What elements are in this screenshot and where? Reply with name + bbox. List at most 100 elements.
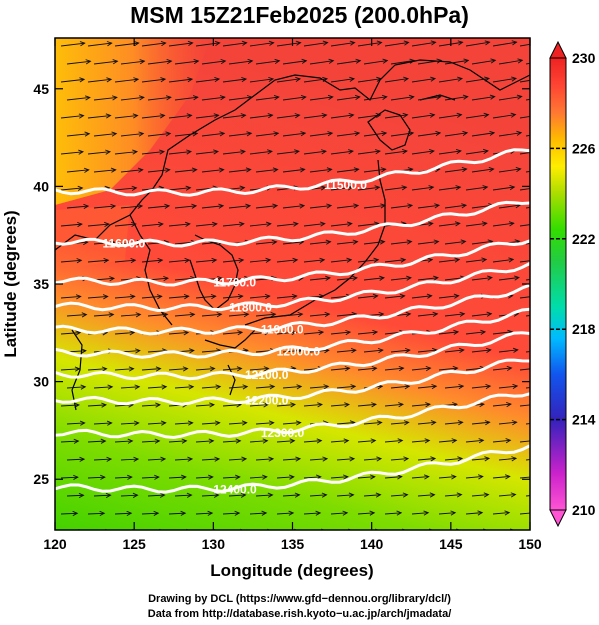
wind-arrow-shaft: [471, 96, 495, 101]
wind-arrow-shaft: [330, 367, 350, 371]
wind-arrow-head: [297, 311, 304, 318]
wind-arrow-shaft: [94, 531, 110, 532]
wind-arrow-shaft: [492, 41, 517, 47]
wind-arrow-shaft: [390, 349, 410, 353]
y-tick-label: 45: [33, 81, 49, 97]
wind-arrow-shaft: [282, 349, 302, 353]
wind-arrow-head: [322, 40, 329, 46]
contour-labels: 11500.0 11600.0 11700.0 11800.0 11900.0 12000…: [103, 178, 368, 496]
wind-arrow-head: [315, 510, 322, 516]
wind-arrow-head: [348, 149, 354, 155]
wind-arrow-head: [352, 239, 359, 245]
height-contour: [55, 283, 530, 336]
wind-arrow-head: [354, 131, 361, 137]
wind-arrow-head: [479, 402, 485, 408]
wind-arrow-shaft: [471, 313, 492, 317]
wind-arrow-shaft: [390, 421, 409, 425]
wind-arrow-head: [485, 383, 492, 390]
wind-arrow-shaft: [222, 404, 241, 407]
wind-arrow-head: [241, 40, 248, 46]
wind-arrow-shaft: [357, 440, 376, 443]
wind-arrow-shaft: [147, 458, 166, 461]
wind-arrow-shaft: [465, 222, 487, 227]
wind-arrow-shaft: [249, 331, 270, 335]
wind-arrow-shaft: [147, 494, 165, 497]
wind-arrow-head: [131, 185, 138, 191]
wind-arrow-head: [220, 58, 227, 65]
wind-arrow-shaft: [249, 512, 267, 515]
wind-arrow-head: [183, 330, 190, 336]
contour-label: 12100.0: [245, 368, 289, 382]
wind-arrow-head: [319, 221, 326, 227]
wind-arrow-head: [543, 131, 548, 135]
wind-arrow-head: [407, 167, 414, 173]
wind-arrow-head: [407, 203, 414, 209]
wind-arrow-head: [541, 276, 546, 280]
wind-arrow-shaft: [249, 404, 268, 407]
wind-arrow-head: [237, 293, 244, 300]
contour-label: 11600.0: [103, 236, 146, 250]
wind-arrow-shaft: [525, 351, 530, 353]
wind-arrow-shaft: [174, 169, 197, 173]
wind-arrow-head: [381, 131, 388, 137]
wind-arrow-shaft: [174, 494, 192, 497]
wind-arrow-shaft: [114, 223, 136, 227]
wind-arrow-head: [80, 384, 87, 390]
wind-arrow-shaft: [310, 531, 326, 532]
wind-arrow-shaft: [201, 422, 220, 425]
wind-arrow-head: [78, 149, 85, 155]
wind-arrow-shaft: [357, 295, 378, 299]
wind-arrow-shaft: [60, 476, 78, 479]
wind-arrow-head: [376, 456, 383, 462]
wind-arrow-shaft: [276, 78, 301, 83]
contour-label: 12200.0: [245, 394, 289, 408]
wind-arrow-head: [517, 58, 524, 64]
wind-arrow-head: [235, 474, 241, 480]
wind-arrow-head: [261, 510, 268, 516]
wind-arrow-head: [184, 221, 191, 227]
wind-arrow-head: [157, 257, 164, 264]
wind-arrow-head: [378, 311, 385, 317]
wind-arrow-shaft: [525, 495, 530, 497]
wind-arrow-shaft: [357, 476, 375, 479]
wind-arrow-shaft: [60, 512, 78, 515]
wind-arrow-head: [192, 95, 199, 101]
wind-arrow-head: [242, 384, 249, 390]
height-contour: [55, 358, 530, 406]
wind-arrow-head: [435, 130, 442, 137]
wind-arrow-shaft: [471, 132, 495, 137]
wind-arrow-shaft: [357, 512, 375, 515]
wind-arrow-shaft: [330, 78, 355, 83]
wind-arrow-head: [157, 221, 164, 227]
wind-arrow-shaft: [309, 458, 328, 461]
wind-arrow-shaft: [114, 476, 132, 479]
wind-arrow-head: [267, 149, 273, 155]
wind-arrow-head: [78, 113, 85, 119]
wind-arrow-shaft: [87, 42, 112, 47]
wind-arrow-head: [512, 347, 519, 353]
wind-arrow-shaft: [93, 133, 117, 137]
wind-arrow-shaft: [330, 259, 352, 263]
wind-arrow-head: [318, 329, 325, 336]
wind-arrow-shaft: [195, 151, 219, 155]
wind-arrow-shaft: [417, 96, 441, 101]
wind-arrow-shaft: [255, 60, 280, 65]
wind-arrow-head: [319, 257, 326, 263]
x-axis-ticks: 120 125 130 135 140 145 150: [43, 38, 542, 552]
wind-arrow-head: [456, 112, 463, 118]
wind-arrow-shaft: [141, 223, 163, 227]
wind-arrow-shaft: [195, 404, 215, 407]
wind-arrow-shaft: [519, 79, 530, 83]
wind-arrow-head: [543, 167, 548, 171]
wind-arrow-head: [105, 492, 112, 498]
wind-arrow-head: [154, 474, 160, 480]
colorbar-ticks: 210 214 218 222 226 230: [550, 50, 596, 518]
colorbar-gradient: [549, 57, 567, 511]
wind-arrow-shaft: [121, 531, 137, 532]
contour-label: 11800.0: [229, 300, 272, 314]
wind-arrow-head: [455, 185, 462, 191]
wind-arrow-shaft: [249, 440, 268, 443]
wind-arrow-shaft: [472, 531, 488, 532]
wind-arrow-head: [110, 167, 117, 173]
wind-arrow-head: [217, 275, 224, 282]
